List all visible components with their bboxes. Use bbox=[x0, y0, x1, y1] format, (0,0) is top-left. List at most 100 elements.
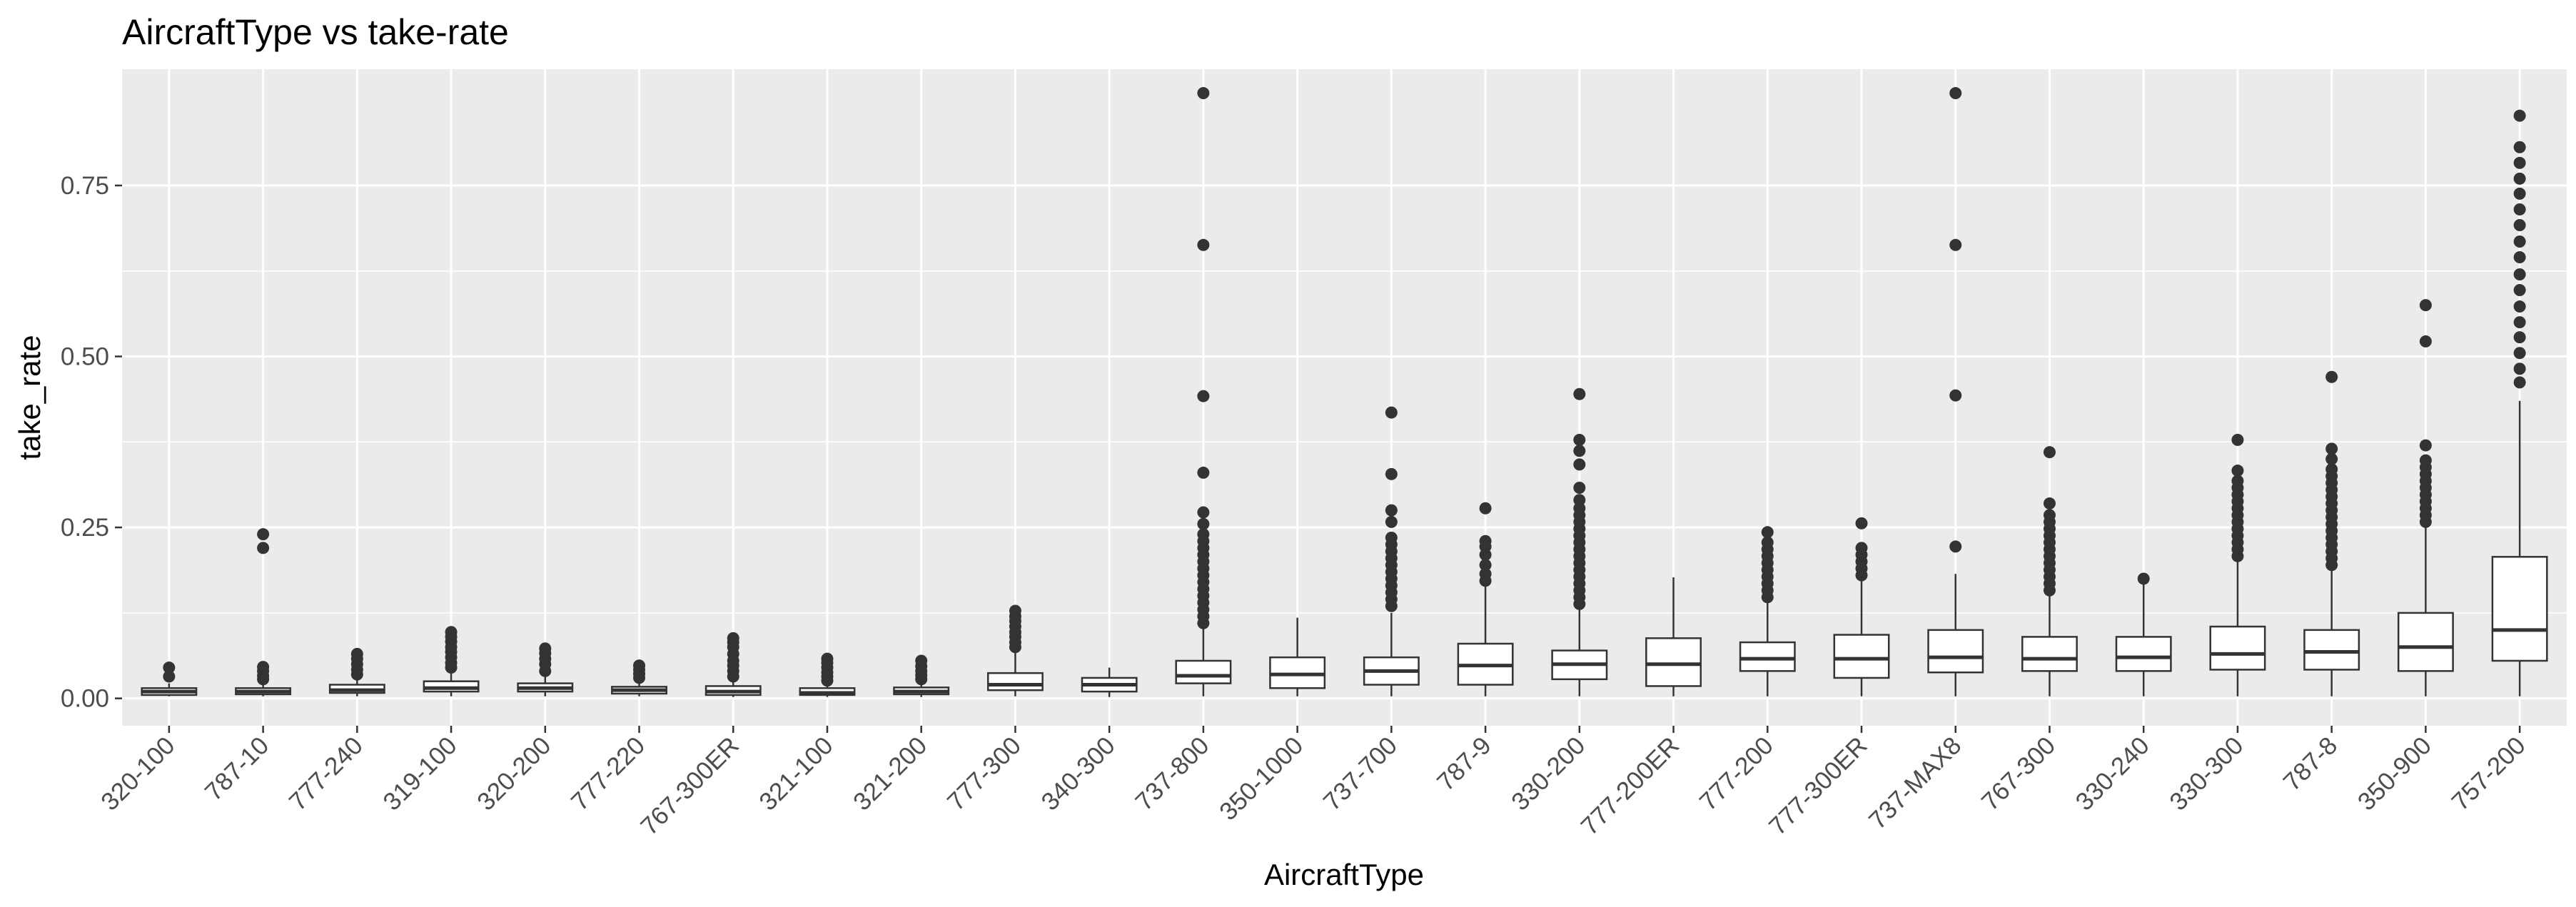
outlier-point bbox=[2137, 572, 2150, 585]
outlier-point bbox=[350, 647, 363, 660]
x-tick-label: 320-200 bbox=[472, 731, 556, 816]
outlier-point bbox=[2419, 439, 2432, 452]
outlier-point bbox=[2513, 251, 2526, 264]
outlier-point bbox=[1479, 502, 1492, 515]
outlier-point bbox=[1197, 87, 1210, 100]
x-tick-label: 787-10 bbox=[200, 731, 275, 806]
outlier-point bbox=[445, 626, 458, 639]
box-iqr bbox=[1927, 629, 1984, 674]
plot-panel bbox=[122, 69, 2567, 726]
outlier-point bbox=[1573, 445, 1586, 457]
y-tick-label: 0.25 bbox=[61, 514, 109, 542]
outlier-point bbox=[2325, 370, 2338, 383]
y-tick-label: 0.50 bbox=[61, 343, 109, 371]
box-320-200 bbox=[517, 642, 574, 696]
x-tick-label: 757-200 bbox=[2446, 731, 2530, 816]
x-tick-label: 737-800 bbox=[1130, 731, 1214, 816]
outlier-point bbox=[2513, 347, 2526, 360]
box-iqr bbox=[1645, 637, 1702, 687]
x-tick-label: 767-300 bbox=[1976, 731, 2061, 816]
box-iqr bbox=[1833, 634, 1890, 679]
y-axis-title: take_rate bbox=[13, 335, 46, 460]
box-330-300 bbox=[2209, 433, 2266, 696]
box-340-300 bbox=[1081, 667, 1138, 697]
box-320-100 bbox=[141, 662, 198, 696]
outlier-point bbox=[727, 632, 739, 644]
outlier-point bbox=[539, 642, 552, 655]
x-tick-label: 777-220 bbox=[566, 731, 650, 816]
box-777-220 bbox=[611, 659, 667, 696]
outlier-point bbox=[2513, 331, 2526, 344]
box-777-200 bbox=[1739, 526, 1796, 696]
box-321-100 bbox=[799, 652, 856, 697]
outlier-point bbox=[257, 528, 270, 541]
outlier-point bbox=[2419, 335, 2432, 348]
x-axis: 320-100 787-10 777-240 319-100 320-200 777-22… bbox=[96, 726, 2531, 841]
outlier-point bbox=[163, 662, 176, 674]
outlier-point bbox=[1573, 433, 1586, 446]
x-tick-label: 777-300 bbox=[942, 731, 1026, 816]
x-tick-label: 737-MAX8 bbox=[1864, 731, 1967, 835]
y-axis: 0.00 0.25 0.50 0.75 bbox=[61, 172, 122, 713]
x-tick-label: 777-240 bbox=[284, 731, 368, 816]
x-tick-label: 777-300ER bbox=[1764, 731, 1873, 841]
box-787-8 bbox=[2303, 370, 2360, 696]
outlier-point bbox=[1197, 517, 1210, 530]
x-tick-label: 340-300 bbox=[1036, 731, 1120, 816]
box-737-800 bbox=[1175, 87, 1232, 696]
x-tick-label: 319-100 bbox=[378, 731, 462, 816]
x-tick-label: 321-100 bbox=[754, 731, 838, 816]
outlier-point bbox=[2325, 452, 2338, 465]
outlier-point bbox=[2325, 442, 2338, 455]
x-tick-label: 787-8 bbox=[2278, 731, 2343, 796]
outlier-point bbox=[1855, 542, 1868, 554]
outlier-point bbox=[1385, 467, 1398, 480]
outlier-point bbox=[2043, 497, 2056, 510]
box-321-200 bbox=[893, 654, 950, 697]
box-iqr bbox=[986, 672, 1044, 691]
outlier-point bbox=[821, 652, 834, 665]
outlier-point bbox=[1197, 528, 1210, 541]
box-777-240 bbox=[328, 647, 385, 696]
outlier-point bbox=[915, 654, 928, 667]
outlier-point bbox=[1385, 504, 1398, 517]
outlier-point bbox=[2513, 156, 2526, 169]
box-757-200 bbox=[2491, 109, 2548, 696]
outlier-point bbox=[1761, 526, 1774, 539]
x-tick-label: 767-300ER bbox=[635, 731, 744, 841]
outlier-point bbox=[1385, 531, 1398, 544]
x-tick-label: 787-9 bbox=[1432, 731, 1497, 796]
outlier-point bbox=[2231, 465, 2244, 477]
outlier-point bbox=[1197, 466, 1210, 479]
outlier-point bbox=[1573, 482, 1586, 494]
outlier-point bbox=[2043, 446, 2056, 459]
outlier-point bbox=[1949, 389, 1962, 402]
x-tick-label: 777-200ER bbox=[1575, 731, 1684, 841]
outlier-point bbox=[2513, 316, 2526, 329]
outlier-point bbox=[2513, 268, 2526, 280]
outlier-point bbox=[1949, 540, 1962, 553]
box-350-900 bbox=[2397, 299, 2454, 696]
box-767-300 bbox=[2021, 446, 2078, 696]
outlier-point bbox=[2513, 284, 2526, 297]
outlier-point bbox=[1385, 406, 1398, 419]
x-tick-label: 330-240 bbox=[2070, 731, 2154, 816]
outlier-point bbox=[163, 670, 176, 683]
outlier-point bbox=[2513, 363, 2526, 375]
box-319-100 bbox=[423, 626, 480, 696]
outlier-point bbox=[1949, 238, 1962, 251]
box-iqr bbox=[2021, 636, 2078, 672]
outlier-point bbox=[1479, 534, 1492, 547]
outlier-point bbox=[633, 659, 646, 672]
outlier-point bbox=[257, 661, 270, 674]
outlier-point bbox=[1385, 515, 1398, 528]
box-330-240 bbox=[2115, 572, 2172, 696]
x-tick-label: 777-200 bbox=[1694, 731, 1779, 816]
box-777-300ER bbox=[1833, 517, 1890, 696]
x-tick-label: 320-100 bbox=[96, 731, 180, 816]
outlier-point bbox=[2513, 300, 2526, 313]
outlier-point bbox=[1573, 458, 1586, 471]
outlier-point bbox=[1855, 517, 1868, 529]
outlier-point bbox=[2231, 433, 2244, 446]
chart-title: AircraftType vs take-rate bbox=[122, 12, 509, 52]
